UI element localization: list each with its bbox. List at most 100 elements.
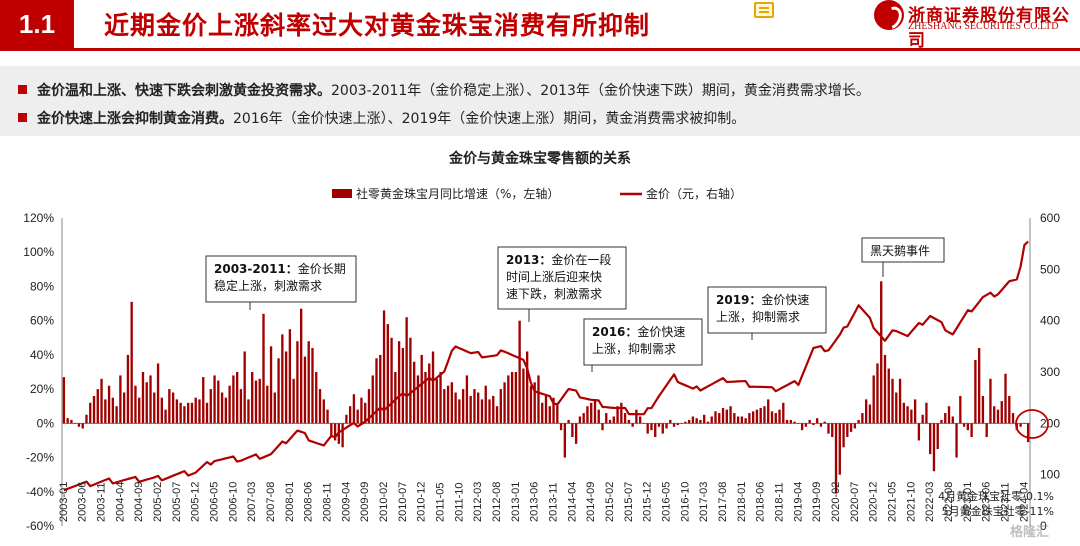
retail-yoy-bar xyxy=(623,413,627,424)
retail-yoy-bar xyxy=(793,421,796,424)
x-tick-label: 2022-08 xyxy=(943,482,955,522)
x-tick-label: 2017-03 xyxy=(698,482,710,522)
retail-yoy-bar xyxy=(424,372,427,424)
callout-box xyxy=(205,255,357,303)
company-name-en: ZHESHANG SECURITIES CO.LTD xyxy=(908,21,1059,32)
bullet-text: 2003-2011年（金价稳定上涨）、2013年（金价快速下跌）期间，黄金消费需… xyxy=(331,83,870,99)
retail-yoy-bar xyxy=(134,385,137,424)
section-number: 1.1 xyxy=(0,0,74,48)
retail-yoy-bar xyxy=(1008,395,1011,424)
retail-yoy-bar xyxy=(224,397,228,424)
retail-yoy-bar xyxy=(846,423,849,438)
retail-yoy-bar xyxy=(130,301,133,424)
retail-yoy-bar xyxy=(262,313,265,424)
x-tick-label: 2004-09 xyxy=(133,482,145,522)
retail-yoy-bar xyxy=(473,389,476,424)
retail-yoy-bar xyxy=(209,389,212,424)
retail-yoy-bar xyxy=(401,348,405,424)
retail-yoy-bar xyxy=(959,395,962,424)
x-tick-label: 2015-02 xyxy=(604,482,616,522)
retail-yoy-bar xyxy=(631,423,634,427)
x-tick-label: 2003-06 xyxy=(77,482,89,522)
retail-yoy-bar xyxy=(887,368,890,424)
retail-yoy-bar xyxy=(382,310,386,424)
retail-yoy-bar xyxy=(808,419,811,424)
retail-yoy-bar xyxy=(171,392,175,424)
retail-yoy-bar xyxy=(115,406,118,424)
x-tick-label: 2010-12 xyxy=(416,482,428,522)
callout-text: 时间上涨后迎来快 xyxy=(506,269,602,284)
retail-yoy-bar xyxy=(929,423,932,455)
callout-text: 2013：金价在一段 xyxy=(506,252,611,267)
x-tick-label: 2018-01 xyxy=(736,482,748,522)
retail-yoy-bar xyxy=(898,378,902,424)
y-left-tick-label: 100% xyxy=(23,245,54,259)
x-tick-label: 2022-03 xyxy=(924,482,936,522)
x-tick-label: 2010-02 xyxy=(378,482,390,522)
retail-yoy-bar xyxy=(284,351,288,424)
x-tick-label: 2013-01 xyxy=(510,482,522,522)
retail-yoy-bar xyxy=(642,423,646,424)
callout-text: 上涨，抑制需求 xyxy=(592,341,676,356)
retail-yoy-bar xyxy=(179,402,182,424)
callout-text: 2016：金价快速 xyxy=(592,324,685,339)
retail-yoy-bar xyxy=(947,406,951,424)
x-tick-label: 2016-05 xyxy=(660,482,672,522)
retail-yoy-bar xyxy=(77,423,81,427)
retail-yoy-bar xyxy=(251,372,254,424)
retail-yoy-bar xyxy=(917,423,921,441)
retail-yoy-bar xyxy=(258,378,261,424)
retail-yoy-bar xyxy=(571,423,574,438)
y-left-tick-label: 80% xyxy=(30,279,54,293)
x-tick-label: 2012-08 xyxy=(491,482,503,522)
retail-yoy-bar xyxy=(989,378,992,424)
retail-yoy-bar xyxy=(755,409,759,424)
y-right-tick-label: 500 xyxy=(1040,262,1060,276)
retail-yoy-bar xyxy=(74,423,77,424)
retail-yoy-bar xyxy=(601,423,604,431)
retail-yoy-bar xyxy=(243,351,246,424)
retail-yoy-bar xyxy=(439,372,442,424)
x-tick-label: 2014-04 xyxy=(566,482,578,522)
x-tick-label: 2023-11 xyxy=(999,482,1011,522)
retail-yoy-bar xyxy=(800,423,804,431)
bullet-item: 金价快速上涨会抑制黄金消费。2016年（金价快速上涨）、2019年（金价快速上涨… xyxy=(18,108,745,128)
chart-note: 4月黄金珠宝社零-0.1% xyxy=(938,489,1054,503)
bullet-bold-text: 金价快速上涨会抑制黄金消费。 xyxy=(37,111,233,127)
x-tick-label: 2010-07 xyxy=(397,482,409,522)
retail-yoy-bar xyxy=(394,372,397,424)
retail-yoy-bar xyxy=(552,397,555,424)
retail-yoy-bar xyxy=(544,395,548,424)
y-left-tick-label: 60% xyxy=(30,314,54,328)
retail-yoy-bar xyxy=(277,358,280,424)
x-tick-label: 2013-11 xyxy=(547,482,559,522)
retail-yoy-bar xyxy=(831,423,834,438)
retail-yoy-bar xyxy=(834,423,838,494)
callout-box xyxy=(497,246,627,310)
retail-yoy-bar xyxy=(119,375,122,424)
retail-yoy-bar xyxy=(364,402,367,424)
retail-yoy-bar xyxy=(89,402,92,424)
retail-yoy-bar xyxy=(247,399,250,424)
x-tick-label: 2016-10 xyxy=(679,482,691,522)
retail-yoy-bar xyxy=(612,416,615,424)
company-logo-icon xyxy=(874,0,904,30)
retail-yoy-bar xyxy=(232,375,235,424)
retail-yoy-bar xyxy=(348,406,352,424)
retail-yoy-bar xyxy=(266,385,269,424)
retail-yoy-bar xyxy=(657,423,661,427)
note-icon[interactable] xyxy=(754,2,774,18)
retail-yoy-bar xyxy=(194,397,197,424)
retail-yoy-bar xyxy=(718,413,721,424)
retail-yoy-bar xyxy=(981,395,985,424)
retail-yoy-bar xyxy=(578,416,582,424)
retail-yoy-bar xyxy=(322,399,325,424)
retail-yoy-bar xyxy=(330,423,333,438)
retail-yoy-bar xyxy=(397,341,401,424)
chart-title: 金价与黄金珠宝零售额的关系 xyxy=(449,151,631,167)
company-name-cn: 浙商证券股份有限公司 xyxy=(908,6,1070,51)
x-tick-label: 2013-06 xyxy=(529,482,541,522)
retail-yoy-bar xyxy=(315,372,318,424)
x-tick-label: 2015-12 xyxy=(642,482,654,522)
summary-panel: 金价温和上涨、快速下跌会刺激黄金投资需求。2003-2011年（金价稳定上涨）、… xyxy=(0,66,1080,136)
